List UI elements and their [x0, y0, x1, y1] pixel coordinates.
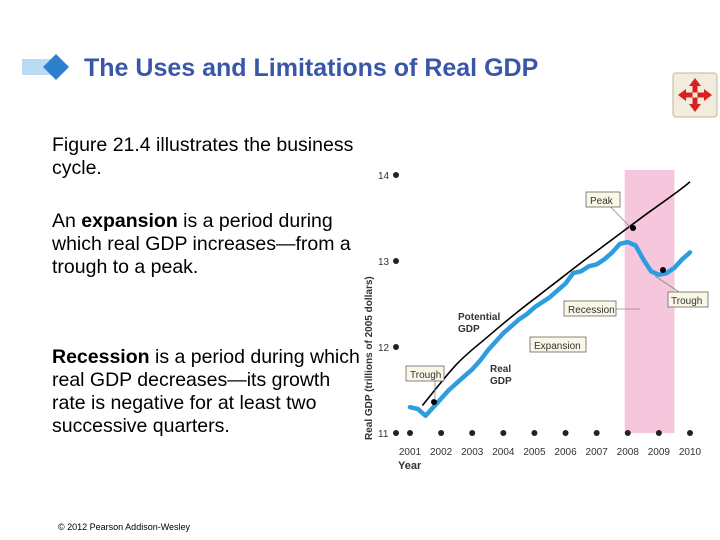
peak-label: Peak — [590, 196, 614, 207]
y-tick-label: 11 — [378, 429, 389, 440]
x-tick-mark — [655, 430, 662, 436]
trough-point-2009 — [660, 267, 666, 273]
paragraph-expansion: An expansion is a period during which re… — [52, 210, 351, 278]
x-tick-mark — [438, 430, 445, 436]
x-axis-label: Year — [398, 460, 422, 472]
slide-title: The Uses and Limitations of Real GDP — [84, 54, 539, 82]
x-tick-label: 2004 — [492, 447, 515, 458]
x-tick-label: 2009 — [648, 447, 671, 458]
x-tick-label: 2007 — [586, 447, 609, 458]
business-cycle-chart: 11 12 13 14 2001 2002 2003 2004 2005 2006 2007 200… — [364, 170, 709, 472]
x-tick-label: 2006 — [554, 447, 577, 458]
move-arrows-icon[interactable] — [672, 72, 718, 118]
expansion-label: Expansion — [534, 341, 581, 352]
paragraph-recession: Recession is a period during which real … — [52, 346, 360, 437]
term-expansion: expansion — [81, 210, 178, 232]
copyright-notice: © 2012 Pearson Addison-Wesley — [58, 522, 191, 532]
trough-point — [431, 399, 437, 405]
y-tick-label: 14 — [378, 171, 390, 182]
real-gdp-line — [407, 239, 693, 419]
y-tick-mark — [393, 258, 399, 264]
x-tick-mark — [562, 430, 569, 436]
potential-gdp-line — [421, 181, 691, 407]
recession-band — [624, 170, 675, 433]
peak-point — [630, 225, 636, 231]
y-tick-mark — [393, 430, 399, 436]
x-tick-mark — [407, 430, 413, 436]
y-tick-mark — [393, 172, 399, 178]
recession-label: Recession — [568, 305, 615, 316]
x-tick-label: 2010 — [679, 447, 702, 458]
title-diamond-bar — [22, 54, 69, 80]
y-tick-label: 12 — [378, 343, 390, 354]
x-tick-label: 2002 — [430, 447, 453, 458]
x-tick-mark — [469, 430, 476, 436]
y-tick-mark — [393, 344, 399, 350]
x-tick-mark — [687, 430, 693, 436]
x-tick-mark — [531, 430, 538, 436]
y-tick-label: 13 — [378, 257, 390, 268]
x-tick-label: 2001 — [399, 447, 422, 458]
term-recession: Recession — [52, 346, 150, 368]
real-gdp-label: Real GDP — [490, 364, 514, 387]
paragraph-intro: Figure 21.4 illustrates the business cyc… — [52, 134, 354, 179]
x-tick-mark — [624, 430, 631, 436]
x-tick-mark — [593, 430, 600, 436]
potential-gdp-label: Potential GDP — [458, 312, 503, 335]
x-tick-label: 2005 — [523, 447, 546, 458]
x-tick-label: 2003 — [461, 447, 484, 458]
x-tick-label: 2008 — [617, 447, 640, 458]
trough-label-left: Trough — [410, 370, 441, 381]
x-tick-mark — [500, 430, 507, 436]
y-axis-label: Real GDP (trillions of 2005 dollars) — [364, 276, 375, 440]
trough-label-right: Trough — [671, 296, 702, 307]
